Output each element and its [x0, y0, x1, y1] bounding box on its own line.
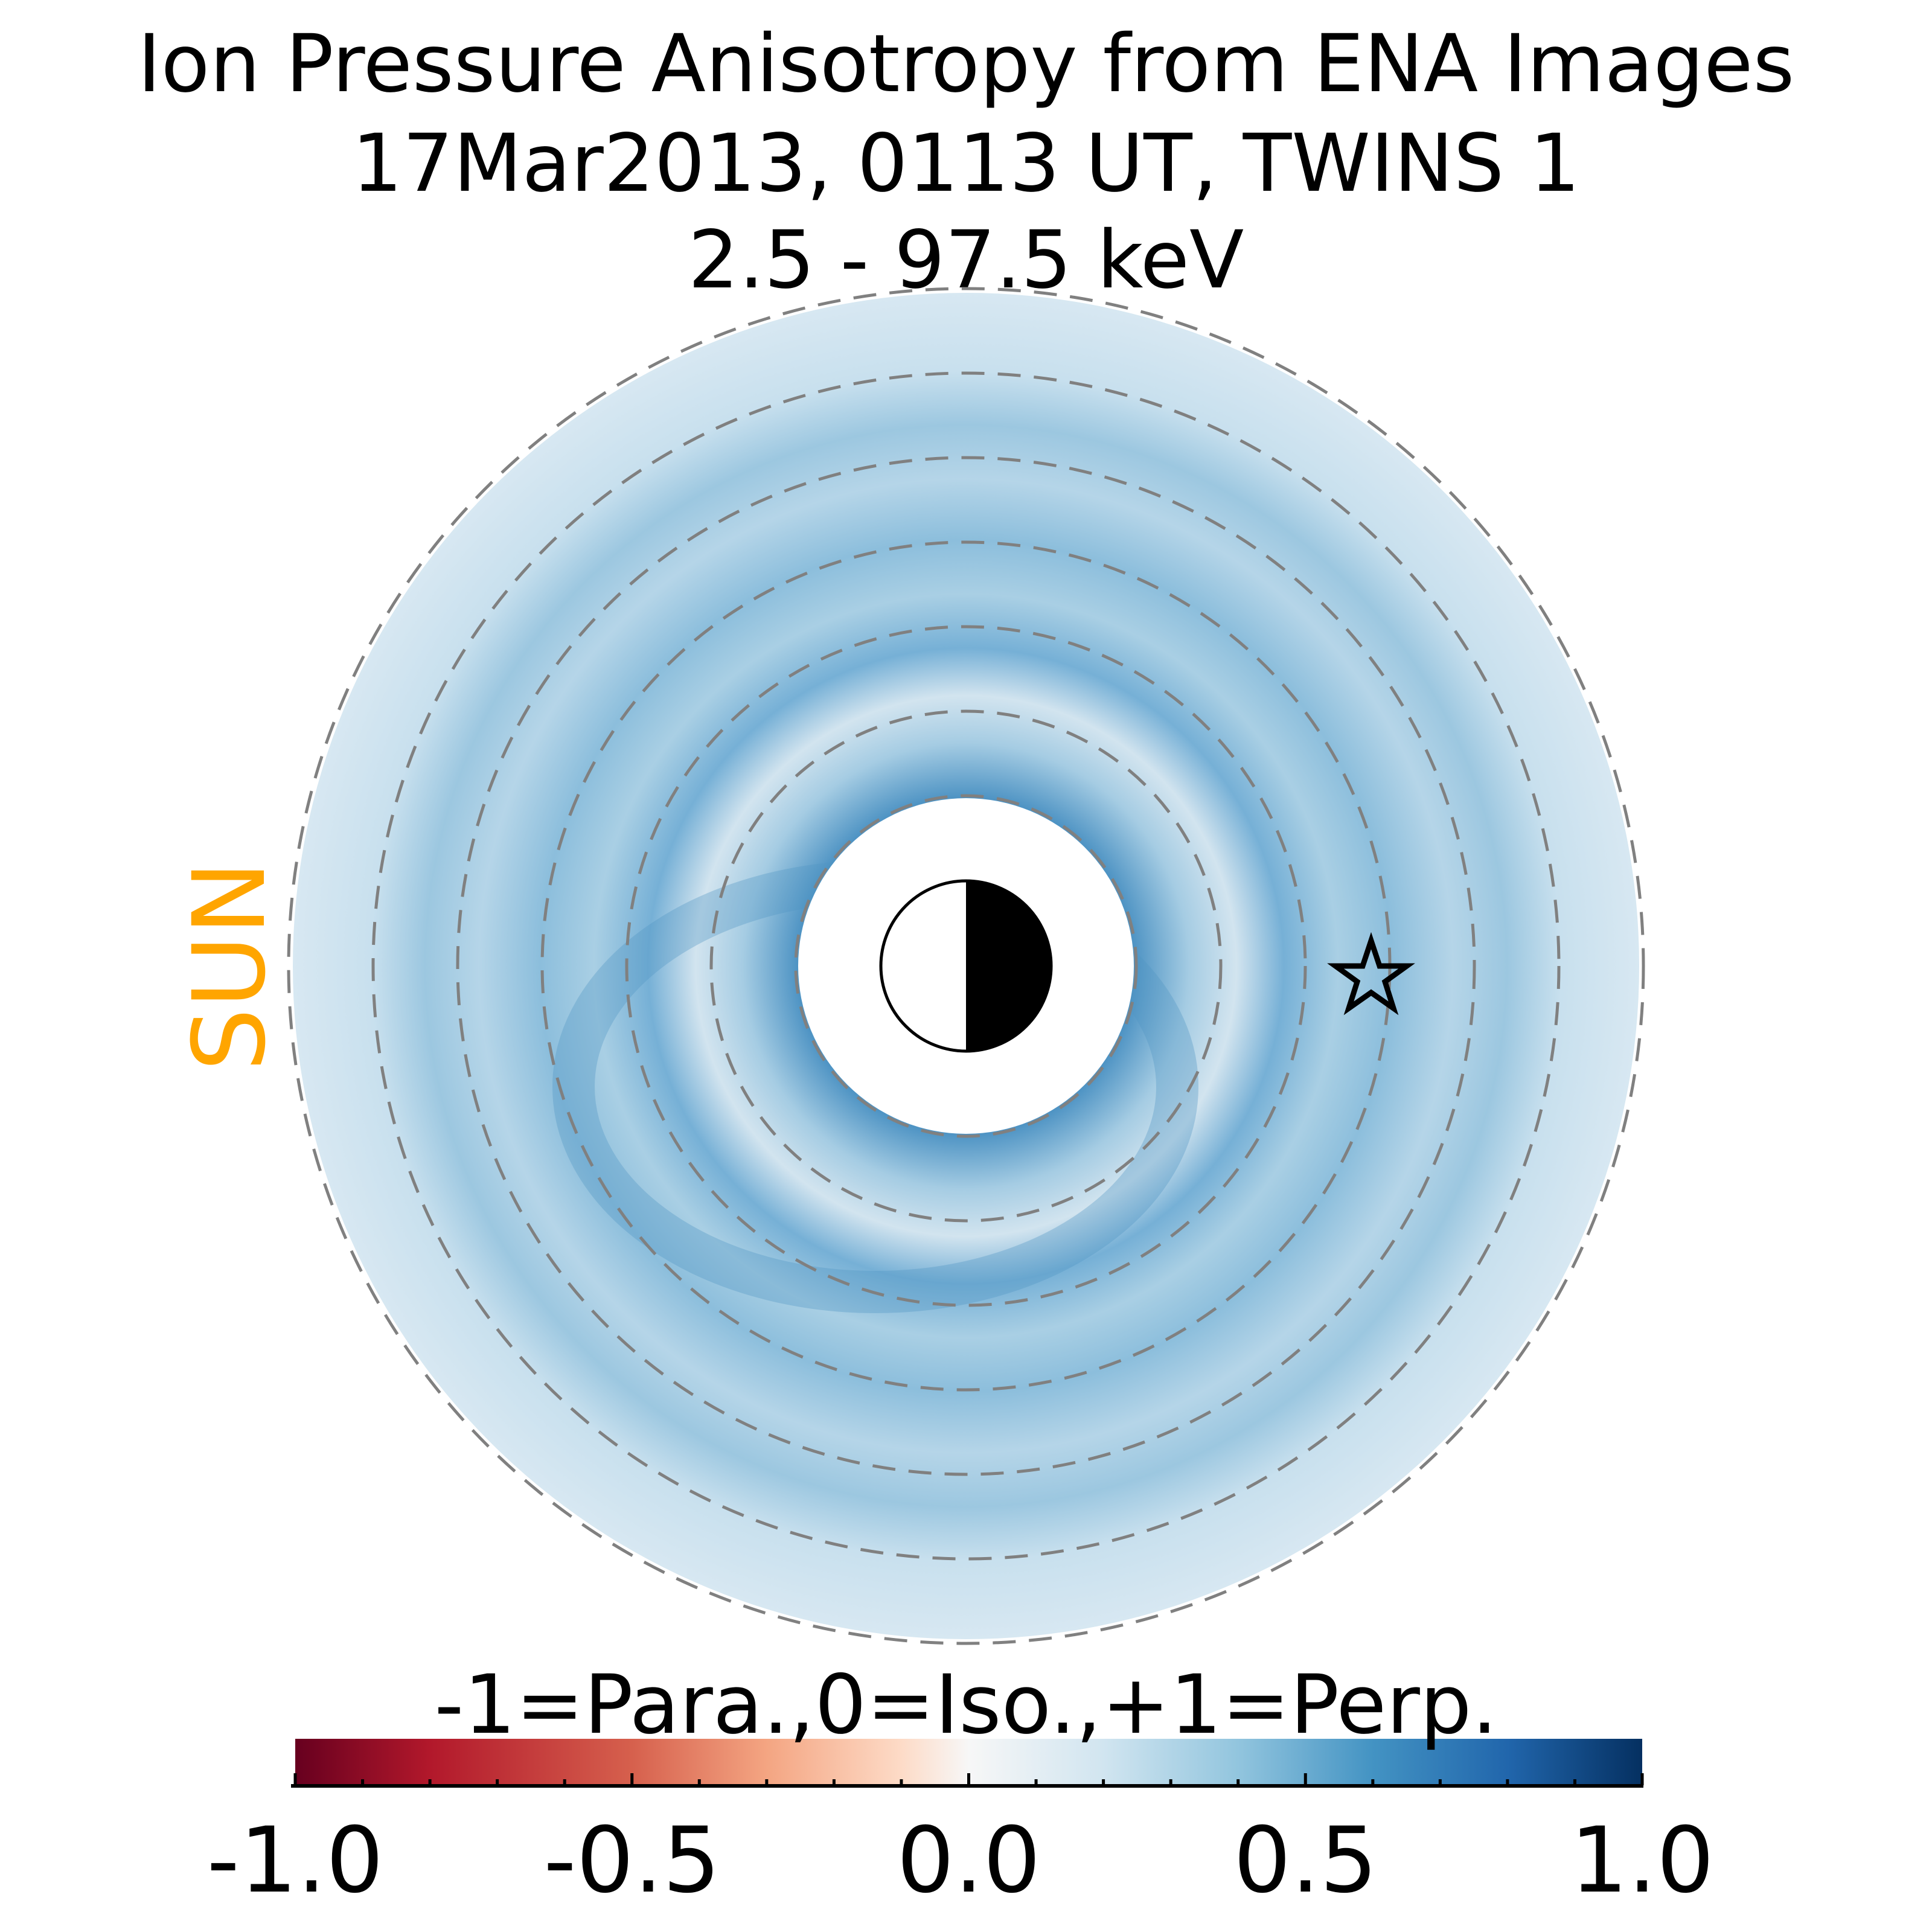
colorbar-tick-label: -0.5: [543, 1808, 721, 1913]
colorbar-tick-label: 0.0: [897, 1808, 1041, 1913]
distance-ring: [456, 456, 1476, 1476]
colorbar-tick-label: 1.0: [1570, 1808, 1715, 1913]
distance-ring: [709, 709, 1223, 1223]
colorbar-axis: [291, 1784, 1643, 1788]
spacecraft-star-icon: [1327, 932, 1415, 1016]
sun-label: SUN: [171, 860, 287, 1072]
title-line-3: 2.5 - 97.5 keV: [688, 214, 1244, 307]
distance-ring: [794, 794, 1138, 1138]
distance-ring: [625, 625, 1307, 1307]
colorbar-label: -1=Para.,0=Iso.,+1=Perp.: [434, 1657, 1498, 1752]
distance-ring: [371, 371, 1561, 1561]
earth-icon: [879, 879, 1053, 1053]
distance-rings: [287, 287, 1645, 1645]
title-line-1: Ion Pressure Anisotropy from ENA Images: [137, 18, 1795, 110]
colorbar-tick-label: 0.5: [1233, 1808, 1378, 1913]
distance-ring: [287, 287, 1645, 1645]
title-line-2: 17Mar2013, 0113 UT, TWINS 1: [351, 117, 1581, 210]
colorbar-tick-label: -1.0: [206, 1808, 384, 1913]
